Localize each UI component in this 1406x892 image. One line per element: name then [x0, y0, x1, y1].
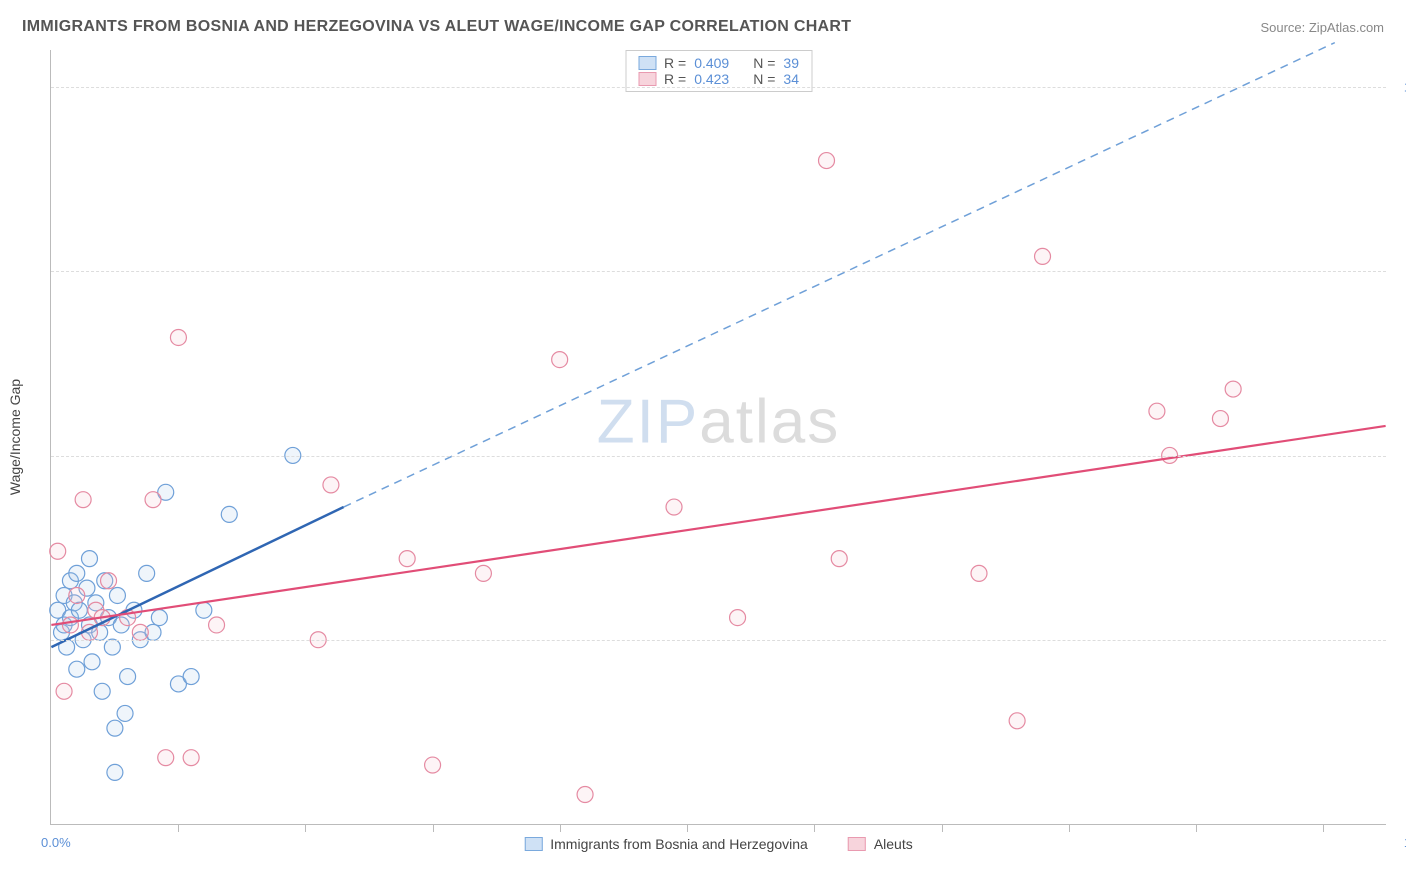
data-point-aleuts [475, 565, 491, 581]
data-point-bosnia [107, 764, 123, 780]
data-point-bosnia [84, 654, 100, 670]
x-tick [560, 824, 561, 832]
x-tick [942, 824, 943, 832]
x-tick [305, 824, 306, 832]
series-legend: Immigrants from Bosnia and Herzegovina Al… [524, 836, 912, 852]
data-point-aleuts [56, 683, 72, 699]
data-point-aleuts [425, 757, 441, 773]
data-point-aleuts [209, 617, 225, 633]
data-point-bosnia [196, 602, 212, 618]
data-point-aleuts [132, 624, 148, 640]
data-point-aleuts [399, 551, 415, 567]
data-point-bosnia [139, 565, 155, 581]
legend-item: Immigrants from Bosnia and Herzegovina [524, 836, 808, 852]
data-point-bosnia [221, 506, 237, 522]
legend-swatch [524, 837, 542, 851]
stats-n-value: 34 [783, 71, 799, 87]
stats-r-value: 0.423 [694, 71, 729, 87]
stats-swatch [638, 56, 656, 70]
stats-row: R = 0.409 N = 39 [638, 55, 799, 71]
stats-r-label: R = [664, 55, 686, 71]
stats-row: R = 0.423 N = 34 [638, 71, 799, 87]
x-tick [687, 824, 688, 832]
data-point-aleuts [145, 492, 161, 508]
correlation-stats-box: R = 0.409 N = 39 R = 0.423 N = 34 [625, 50, 812, 92]
data-point-aleuts [1035, 248, 1051, 264]
x-tick [1196, 824, 1197, 832]
data-point-bosnia [183, 669, 199, 685]
data-point-aleuts [75, 492, 91, 508]
x-tick [1069, 824, 1070, 832]
grid-line [51, 87, 1386, 88]
x-axis-min-label: 0.0% [41, 835, 71, 850]
data-point-aleuts [831, 551, 847, 567]
data-point-aleuts [1212, 411, 1228, 427]
data-point-bosnia [109, 587, 125, 603]
stats-n-label: N = [753, 71, 775, 87]
data-point-bosnia [107, 720, 123, 736]
source-attribution: Source: ZipAtlas.com [1260, 20, 1384, 35]
data-point-bosnia [120, 669, 136, 685]
y-axis-title: Wage/Income Gap [7, 379, 23, 495]
data-point-aleuts [50, 543, 66, 559]
legend-swatch [848, 837, 866, 851]
data-point-aleuts [101, 573, 117, 589]
stats-r-label: R = [664, 71, 686, 87]
plot-area: Wage/Income Gap ZIPatlas R =0.409N =39R … [50, 50, 1386, 825]
legend-item: Aleuts [848, 836, 913, 852]
data-point-aleuts [170, 329, 186, 345]
data-point-bosnia [94, 683, 110, 699]
data-point-aleuts [1009, 713, 1025, 729]
stats-n-label: N = [753, 55, 775, 71]
chart-title: IMMIGRANTS FROM BOSNIA AND HERZEGOVINA V… [22, 18, 851, 36]
data-point-aleuts [819, 153, 835, 169]
x-tick [1323, 824, 1324, 832]
data-point-bosnia [104, 639, 120, 655]
data-point-aleuts [62, 617, 78, 633]
grid-line [51, 456, 1386, 457]
data-point-bosnia [151, 610, 167, 626]
data-point-bosnia [81, 551, 97, 567]
scatter-svg [51, 50, 1386, 824]
data-point-bosnia [69, 661, 85, 677]
grid-line [51, 271, 1386, 272]
data-point-bosnia [71, 602, 87, 618]
legend-label as a text: Immigrants from Bosnia and Herzegovina [550, 836, 808, 852]
data-point-aleuts [323, 477, 339, 493]
grid-line [51, 640, 1386, 641]
stats-r-value: 0.409 [694, 55, 729, 71]
data-point-bosnia [117, 705, 133, 721]
x-tick [178, 824, 179, 832]
data-point-aleuts [1225, 381, 1241, 397]
stats-swatch [638, 72, 656, 86]
data-point-aleuts [666, 499, 682, 515]
stats-n-value: 39 [783, 55, 799, 71]
data-point-aleuts [69, 587, 85, 603]
data-point-aleuts [183, 750, 199, 766]
data-point-aleuts [552, 352, 568, 368]
data-point-bosnia [69, 565, 85, 581]
data-point-aleuts [730, 610, 746, 626]
data-point-aleuts [1149, 403, 1165, 419]
x-tick [433, 824, 434, 832]
legend-label as a text: Aleuts [874, 836, 913, 852]
data-point-aleuts [577, 787, 593, 803]
x-tick [814, 824, 815, 832]
data-point-aleuts [971, 565, 987, 581]
data-point-aleuts [158, 750, 174, 766]
